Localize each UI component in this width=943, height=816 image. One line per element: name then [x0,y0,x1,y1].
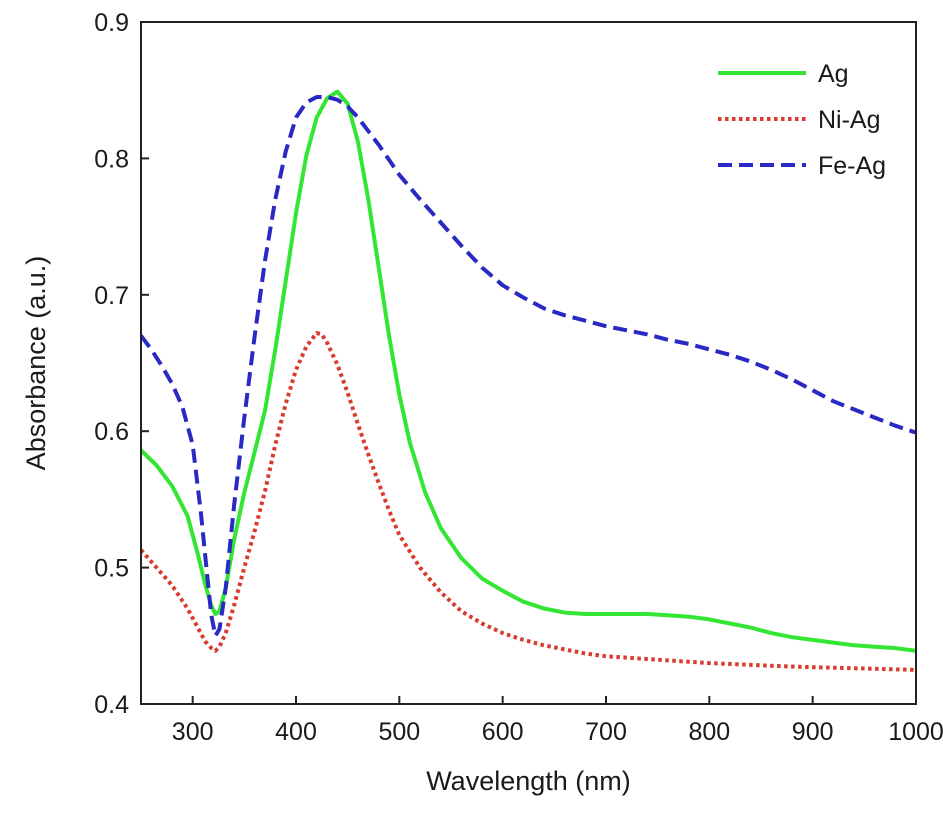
x-tick-label: 1000 [888,718,943,746]
y-tick-label: 0.8 [94,145,129,173]
legend-label-ni-ag: Ni-Ag [818,106,881,134]
ticks-layer: 300 400 500 600 700 800 900 1000 0.4 0.5 0.6 0.7 0.8… [94,9,943,746]
legend: Ag Ni-Ag Fe-Ag [718,60,886,180]
x-tick-label: 500 [378,718,420,746]
x-tick-label: 700 [585,718,627,746]
y-tick-label: 0.5 [94,555,129,583]
y-tick-label: 0.6 [94,418,129,446]
series-line-ag [141,89,916,653]
legend-label-fe-ag: Fe-Ag [818,152,886,180]
x-tick-label: 300 [172,718,214,746]
legend-label-ag: Ag [818,60,849,88]
x-tick-label: 400 [275,718,317,746]
plot-frame [140,21,917,705]
y-tick-label: 0.4 [94,691,129,719]
series-layer [141,89,916,672]
y-tick-label: 0.7 [94,282,129,310]
x-axis-title: Wavelength (nm) [426,766,631,796]
x-tick-label: 900 [792,718,834,746]
x-tick-label: 800 [688,718,730,746]
y-axis-title: Absorbance (a.u.) [21,256,51,471]
y-tick-label: 0.9 [94,9,129,37]
x-tick-label: 600 [482,718,524,746]
